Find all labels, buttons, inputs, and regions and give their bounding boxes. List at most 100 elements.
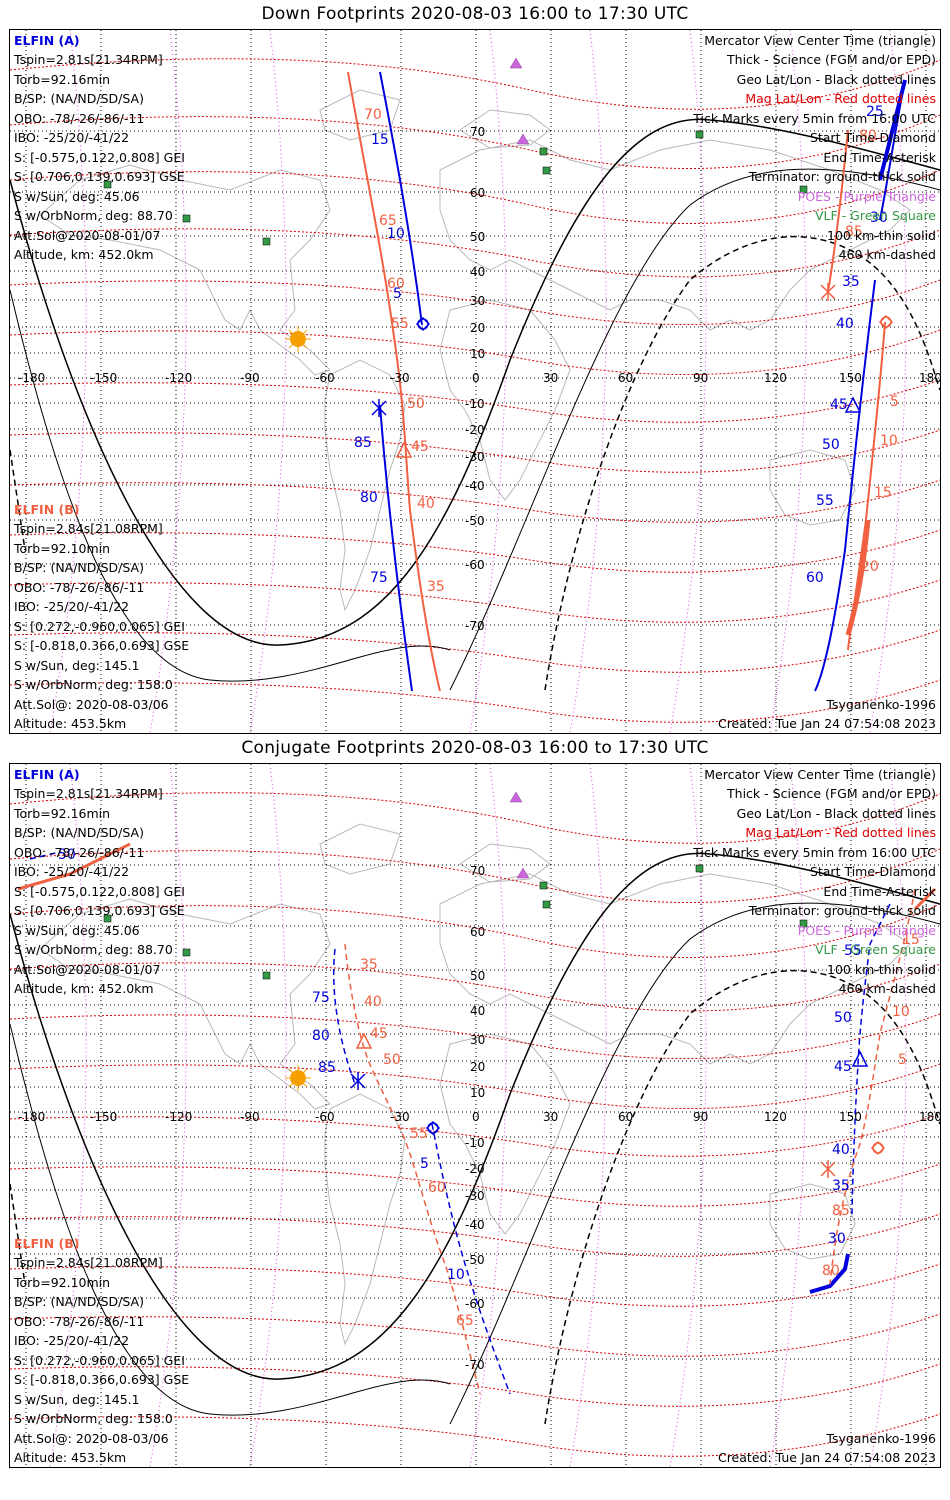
time-label: 65	[456, 1313, 474, 1329]
lon-label: 180	[919, 371, 940, 385]
elfin-b-science	[17, 842, 937, 911]
legend-item: VLF - Green Square	[815, 942, 936, 957]
time-label: 10	[447, 1267, 465, 1283]
legend: Mercator View Center Time (triangle) Thi…	[692, 767, 937, 1465]
info-b-line: S: [-0.818,0.366,0.693] GSE	[14, 638, 189, 653]
time-label: 35	[427, 579, 445, 595]
info-b-line: S: [-0.818,0.366,0.693] GSE	[14, 1372, 189, 1387]
legend-item: 460 km-dashed	[839, 247, 936, 262]
info-b-title: ELFIN (B)	[14, 502, 79, 517]
terminator-460km	[10, 969, 940, 1425]
time-label: 40	[364, 994, 382, 1010]
created-label: Created: Tue Jan 24 07:54:08 2023	[718, 1450, 936, 1465]
lat-label: 70	[470, 125, 485, 139]
elfin-b-track	[347, 71, 886, 692]
mag-lat-lines	[10, 792, 940, 1457]
info-a-line: Torb=92.16min	[13, 72, 110, 87]
info-b-line: S w/Sun, deg: 145.1	[14, 658, 140, 673]
vlf-stations	[103, 864, 808, 980]
info-b-line: B/SP: (NA/ND/SD/SA)	[14, 560, 144, 575]
info-a-line: OBO: -78/-26/-86/-11	[14, 111, 144, 126]
geo-lat-lines	[10, 30, 940, 733]
lat-label: 20	[470, 321, 485, 335]
lat-label: -30	[465, 1189, 485, 1203]
lon-label: -90	[240, 371, 260, 385]
time-label: 35	[832, 1178, 850, 1194]
time-label: 55	[844, 943, 862, 959]
info-a: ELFIN (A) Tspin=2.81s[21.34RPM] Torb=92.…	[13, 33, 185, 262]
sun-icon	[285, 1065, 311, 1091]
down-map-svg: -180 -150 -120 -90 -60 -30 0 30 60 90 12…	[10, 30, 940, 733]
lat-label: -20	[465, 1162, 485, 1176]
lat-label: -40	[465, 479, 485, 493]
terminators	[10, 852, 940, 1425]
lon-label: 30	[543, 371, 558, 385]
elfin-b-time-labels: 70 65 60 55 50 45 40 35 80 85 5 10 15 20	[364, 107, 899, 595]
legend-item: POES - Purple Triangle	[798, 923, 937, 938]
lon-label: 180	[919, 1110, 940, 1124]
time-label: 75	[312, 990, 330, 1006]
legend-item: Tick Marks every 5min from 16:00 UTC	[692, 111, 936, 126]
legend-item: End Time-Asterisk	[823, 150, 936, 165]
time-label: 10	[892, 1004, 910, 1020]
legend-item: POES - Purple Triangle	[798, 189, 937, 204]
center-triangle-b	[355, 1032, 373, 1049]
time-label: 35	[360, 957, 378, 973]
lon-label: -120	[165, 1110, 192, 1124]
conjugate-footprints-title: Conjugate Footprints 2020-08-03 16:00 to…	[241, 738, 709, 758]
model-label: Tsyganenko-1996	[825, 1431, 936, 1446]
legend-item: Terminator: ground-thick solid	[748, 903, 936, 918]
info-a-line: IBO: -25/20/-41/22	[14, 864, 129, 879]
info-b-line: IBO: -25/20/-41/22	[14, 1333, 129, 1348]
mag-lon-lines	[49, 30, 907, 733]
legend-item: 100 km-thin solid	[827, 962, 936, 977]
elfin-a-science	[809, 1253, 850, 1294]
end-asterisk-b	[820, 283, 836, 301]
elfin-a-markers	[350, 1050, 869, 1136]
info-b: ELFIN (B) Tspin=2.84s[21.08RPM] Torb=92.…	[13, 502, 189, 731]
legend-item: Start Time-Diamond	[810, 130, 936, 145]
time-label: 65	[379, 213, 397, 229]
legend-item: Thick - Science (FGM and/or EPD)	[726, 786, 936, 801]
terminator-ground	[10, 118, 940, 646]
time-label: 80	[859, 128, 877, 144]
elfin-a-track	[379, 71, 907, 692]
time-label: 15	[902, 932, 920, 948]
poes-triangles	[509, 57, 530, 145]
info-b-line: Altitude: 453.5km	[14, 1450, 126, 1465]
lat-label: 70	[470, 864, 485, 878]
geo-lat-lines	[10, 764, 940, 1467]
lon-label: 0	[472, 1110, 480, 1124]
time-label: 50	[383, 1052, 401, 1068]
time-label: 85	[832, 1203, 850, 1219]
time-label: 15	[874, 485, 892, 501]
info-a-line: B/SP: (NA/ND/SD/SA)	[14, 825, 144, 840]
info-b-line: Att.Sol@: 2020-08-03/06	[14, 697, 169, 712]
lon-label: -180	[18, 1110, 45, 1124]
time-label: 45	[370, 1026, 388, 1042]
terminator-100km	[10, 1023, 451, 1416]
time-label: 10	[880, 433, 898, 449]
legend-item: Mercator View Center Time (triangle)	[704, 767, 936, 782]
center-triangle-a	[851, 1050, 869, 1067]
lat-label: 30	[470, 294, 485, 308]
time-label: 40	[417, 496, 435, 512]
info-a-line: OBO: -78/-26/-86/-11	[14, 845, 144, 860]
info-a-line: S w/Sun, deg: 45.06	[14, 189, 140, 204]
legend-item: Geo Lat/Lon - Black dotted lines	[737, 806, 936, 821]
legend-item: Mag Lat/Lon - Red dotted lines	[745, 825, 936, 840]
time-label: 75	[370, 570, 388, 586]
info-b-line: S: [0.272,-0.960,0.065] GEI	[14, 619, 185, 634]
time-label: 35	[842, 274, 860, 290]
elfin-b-time-labels: 35 40 45 50 55 60 65 15 10 5 85 80	[360, 932, 920, 1329]
start-diamond-a	[415, 316, 431, 332]
lat-label: -40	[465, 1218, 485, 1232]
info-a-line: Altitude, km: 452.0km	[14, 981, 154, 996]
time-label: 50	[58, 847, 76, 863]
time-label: 85	[845, 224, 863, 240]
info-b-line: Torb=92.10min	[13, 1275, 110, 1290]
time-label: 55	[391, 316, 409, 332]
lat-label: -10	[465, 397, 485, 411]
terminators	[10, 118, 940, 691]
time-label: 5	[898, 1052, 907, 1068]
